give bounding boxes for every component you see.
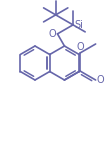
Text: O: O bbox=[76, 42, 84, 52]
Text: O: O bbox=[97, 75, 104, 85]
Text: O: O bbox=[49, 29, 56, 39]
Text: Si: Si bbox=[74, 20, 83, 30]
